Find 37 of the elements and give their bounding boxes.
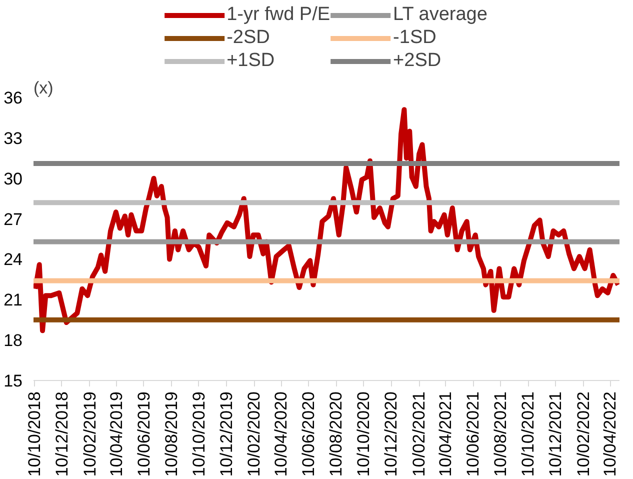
x-tick-label: 10/08/2019 xyxy=(162,391,181,477)
x-tick-label: 10/04/2019 xyxy=(106,391,126,477)
y-axis-title: (x) xyxy=(34,78,54,98)
y-tick-label: 21 xyxy=(4,290,23,310)
legend-label: -2SD xyxy=(226,27,270,49)
x-tick-label: 10/10/2021 xyxy=(518,391,538,477)
x-tick-label: 10/06/2021 xyxy=(464,391,483,477)
y-tick-label: 27 xyxy=(4,210,23,229)
y-tick-label: 30 xyxy=(4,169,23,188)
legend-label: +2SD xyxy=(393,50,442,72)
legend-label: -1SD xyxy=(393,27,436,49)
y-tick-label: 15 xyxy=(4,372,23,390)
x-tick-label: 10/04/2022 xyxy=(600,391,620,477)
legend-label: +1SD xyxy=(226,50,275,72)
x-tick-label: 10/06/2019 xyxy=(134,391,154,477)
x-tick-label: 10/10/2018 xyxy=(24,391,44,477)
y-tick-label: 24 xyxy=(4,250,23,270)
x-tick-label: 10/12/2020 xyxy=(382,391,401,477)
x-tick-label: 10/02/2021 xyxy=(410,391,429,477)
x-tick-label: 10/02/2022 xyxy=(574,391,593,477)
y-tick-label: 33 xyxy=(4,128,23,148)
x-tick-label: 10/12/2018 xyxy=(52,391,72,477)
x-tick-label: 10/04/2020 xyxy=(272,391,291,477)
legend-label: LT average xyxy=(393,4,488,26)
x-tick-label: 10/10/2020 xyxy=(354,391,374,477)
x-tick-label: 10/08/2020 xyxy=(326,391,346,477)
x-tick-label: 10/06/2020 xyxy=(299,391,318,477)
x-tick-label: 10/08/2021 xyxy=(491,391,510,477)
x-tick-label: 10/02/2019 xyxy=(80,391,100,477)
x-tick-label: 10/12/2019 xyxy=(216,391,236,477)
x-tick-label: 10/02/2020 xyxy=(244,391,264,477)
y-tick-label: 36 xyxy=(4,88,23,108)
y-tick-label: 18 xyxy=(4,331,23,350)
x-tick-label: 10/04/2021 xyxy=(436,391,456,477)
x-tick-label: 10/12/2021 xyxy=(546,391,566,477)
legend-label: 1-yr fwd P/E xyxy=(226,4,330,26)
x-tick-label: 10/10/2019 xyxy=(189,391,208,477)
